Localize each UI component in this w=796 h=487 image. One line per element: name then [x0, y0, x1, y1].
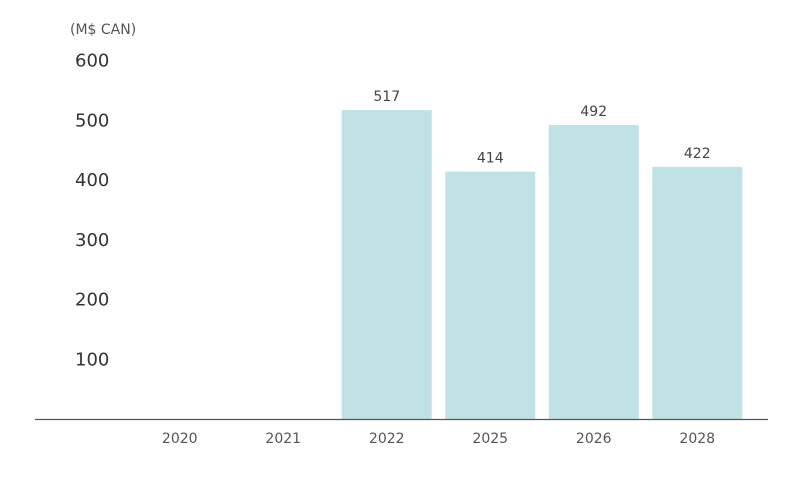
x-tick-label-2026: 2026 — [576, 431, 612, 447]
bar-2026 — [548, 125, 639, 419]
x-tick-label-2022: 2022 — [369, 431, 405, 447]
x-tick-label-2028: 2028 — [679, 431, 715, 447]
y-axis-ticks: 100 200 300 400 500 600 — [75, 51, 109, 371]
data-labels-group: 517 414 492 422 — [373, 89, 710, 167]
bar-2025 — [445, 171, 536, 419]
data-label-2028: 422 — [684, 146, 711, 162]
bars-group — [341, 110, 743, 419]
data-label-2026: 492 — [580, 104, 607, 120]
x-axis-ticks: 2020 2021 2022 2025 2026 2028 — [162, 431, 715, 447]
y-tick-label: 300 — [75, 230, 109, 251]
y-tick-label: 600 — [75, 51, 109, 72]
bar-2022 — [341, 110, 432, 419]
x-tick-label-2021: 2021 — [265, 431, 301, 447]
y-tick-label: 200 — [75, 290, 109, 311]
x-tick-label-2020: 2020 — [162, 431, 198, 447]
y-tick-label: 500 — [75, 110, 109, 131]
y-axis-unit-label: (M$ CAN) — [70, 22, 136, 38]
x-tick-label-2025: 2025 — [472, 431, 508, 447]
data-label-2025: 414 — [477, 151, 504, 167]
y-tick-label: 400 — [75, 170, 109, 191]
y-tick-label: 100 — [75, 349, 109, 370]
bar-2028 — [652, 166, 743, 419]
data-label-2022: 517 — [373, 89, 400, 105]
